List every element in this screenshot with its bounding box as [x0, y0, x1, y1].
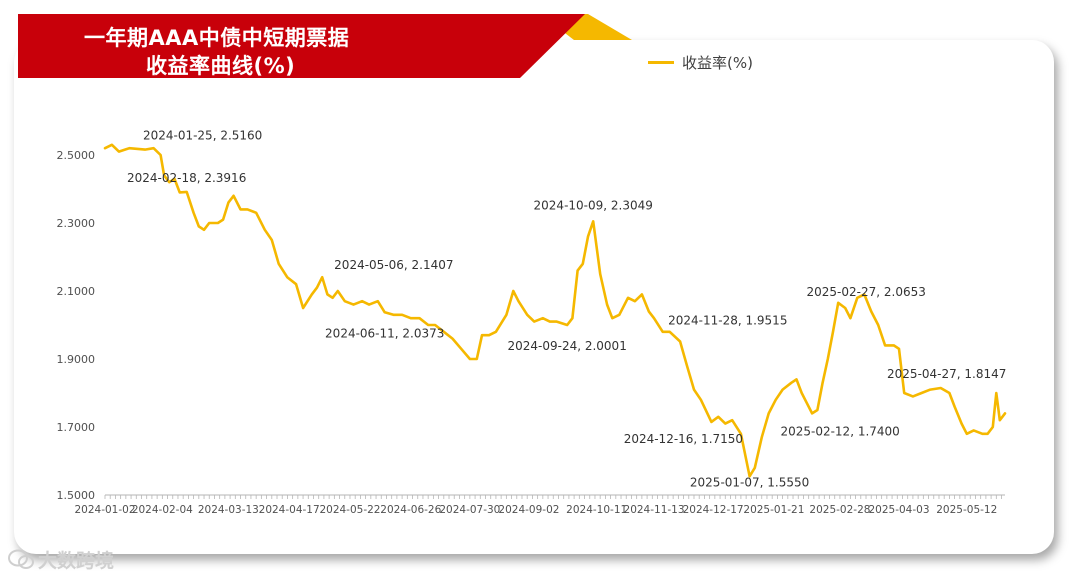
title-banner-red: [18, 14, 585, 78]
x-tick-label: 2024-09-02: [498, 504, 559, 516]
data-label: 2025-02-12, 1.7400: [780, 424, 899, 438]
data-label: 2024-06-11, 2.0373: [325, 326, 444, 340]
wechat-logo-icon: [8, 549, 34, 569]
y-tick-label: 1.9000: [57, 353, 96, 366]
x-tick-label: 2024-04-17: [259, 504, 320, 516]
series-group: [103, 143, 1007, 478]
y-tick-label: 2.5000: [57, 149, 96, 162]
y-tick-label: 2.1000: [57, 285, 96, 298]
data-label: 2024-12-16, 1.7150: [624, 432, 743, 446]
data-label: 2025-04-27, 1.8147: [887, 367, 1006, 381]
chart-title-line1: 一年期AAA中债中短期票据: [84, 26, 350, 50]
x-tick-label: 2025-05-12: [936, 504, 997, 516]
legend-swatch: [648, 61, 674, 64]
x-tick-label: 2024-12-17: [683, 504, 744, 516]
x-tick-label: 2024-03-13: [198, 504, 259, 516]
y-tick-label: 1.5000: [57, 489, 96, 502]
data-label: 2024-09-24, 2.0001: [507, 339, 626, 353]
data-label: 2024-01-25, 2.5160: [143, 129, 262, 143]
watermark: 大数跨境: [8, 546, 114, 573]
data-label: 2025-01-07, 1.5550: [690, 475, 809, 489]
series-line-yield: [103, 143, 1007, 478]
chart-card: [14, 40, 1054, 554]
x-tick-label: 2024-02-04: [132, 504, 193, 516]
chart-legend: 收益率(%): [648, 52, 753, 73]
x-tick-label: 2024-11-13: [624, 504, 685, 516]
data-label: 2024-10-09, 2.3049: [534, 198, 653, 212]
x-tick-label: 2024-06-26: [380, 504, 441, 516]
x-tick-label: 2024-10-11: [566, 504, 627, 516]
x-tick-label: 2025-02-28: [809, 504, 870, 516]
data-labels: 2024-01-25, 2.5160 2024-02-18, 2.3916 2024…: [127, 129, 1006, 490]
data-label: 2024-05-06, 2.1407: [334, 258, 453, 272]
data-label: 2024-11-28, 1.9515: [668, 313, 787, 327]
x-tick-label: 2025-04-03: [868, 504, 929, 516]
x-tick-label: 2024-05-22: [319, 504, 380, 516]
x-tick-label: 2024-07-30: [439, 504, 500, 516]
title-banner: [18, 14, 632, 78]
data-label: 2025-02-27, 2.0653: [807, 285, 926, 299]
y-tick-label: 2.3000: [57, 217, 96, 230]
y-tick-label: 1.7000: [57, 421, 96, 434]
watermark-text: 大数跨境: [38, 550, 115, 572]
x-tick-label: 2025-01-21: [743, 504, 804, 516]
legend-label: 收益率(%): [682, 54, 753, 72]
data-label: 2024-02-18, 2.3916: [127, 171, 246, 185]
x-tick-label: 2024-01-02: [74, 504, 135, 516]
chart-title-line2: 收益率曲线(%): [146, 54, 296, 78]
